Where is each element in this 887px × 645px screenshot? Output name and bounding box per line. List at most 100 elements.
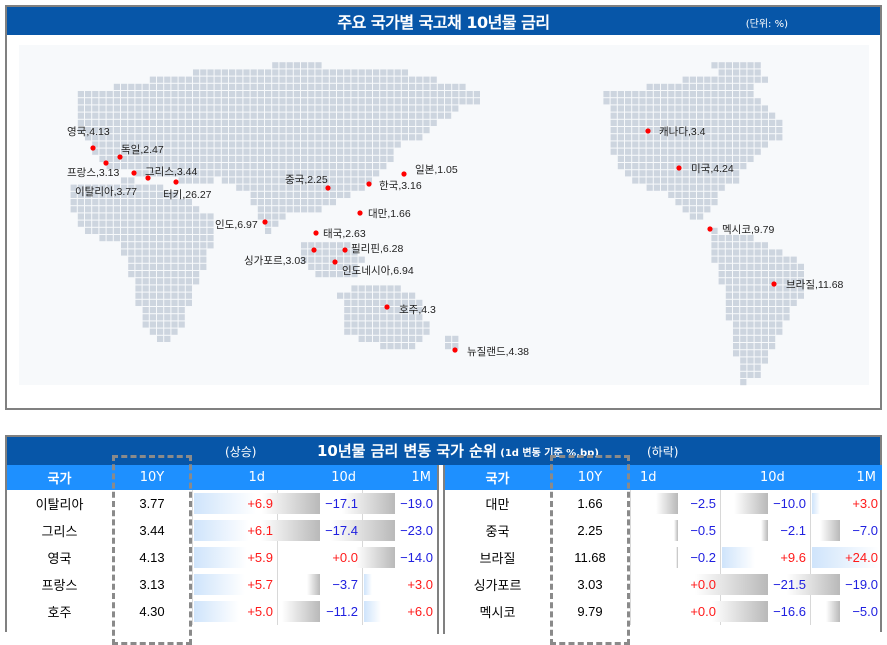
cell-divider <box>362 598 363 625</box>
negative-change-bar <box>760 520 768 541</box>
negative-change-bar <box>826 601 840 622</box>
header-country: 국가 <box>47 472 72 487</box>
change-value: −16.6 <box>773 604 806 619</box>
change-value: +5.9 <box>247 550 273 565</box>
country-name: 멕시코 <box>479 605 516 620</box>
map-title: 주요 국가별 국고채 10년물 금리 <box>337 13 550 32</box>
header-country: 국가 <box>485 472 510 487</box>
negative-change-bar <box>341 493 395 514</box>
negative-change-bar <box>711 601 768 622</box>
change-d1: +0.0 <box>630 598 720 625</box>
marker-dot <box>384 304 390 310</box>
cell-divider <box>192 517 193 544</box>
change-value: −14.0 <box>400 550 433 565</box>
positive-change-bar <box>194 520 249 541</box>
change-value: +3.0 <box>407 577 433 592</box>
marker-dot <box>325 185 331 191</box>
country-rate-label: 그리스,3.44 <box>145 166 198 178</box>
negative-change-bar <box>673 520 678 541</box>
map-panel: 주요 국가별 국고채 10년물 금리 (단위: %) 영국,4.13 독일,2.4… <box>5 5 882 410</box>
change-d10: −3.7 <box>277 571 362 598</box>
table-row: 싱가포르 3.03 +0.0 −21.5 −19.0 <box>445 571 882 598</box>
country-rate-label: 멕시코,9.79 <box>722 224 775 236</box>
world-map: 영국,4.13 독일,2.47 프랑스,3.13 이탈리아,3.77 그리스,3.44 터… <box>19 45 869 405</box>
yield-10y: 3.44 <box>139 523 165 538</box>
header-d1: 1d <box>248 470 265 485</box>
country-rate-label: 미국,4.24 <box>691 163 734 175</box>
change-value: +0.0 <box>690 604 716 619</box>
positive-change-bar <box>722 547 755 568</box>
marker-dot <box>401 171 407 177</box>
change-d10: −17.1 <box>261 490 362 517</box>
table-row: 멕시코 9.79 +0.0 −16.6 −5.0 <box>445 598 882 625</box>
cell-divider <box>810 517 811 544</box>
change-d10: −2.1 <box>720 517 810 544</box>
falling-table: 국가 10Y 1d 10d 1M 대만 1.66 −2.5 −10.0 +3.0 중국 2.25 −0.… <box>445 455 882 645</box>
change-d10: −16.6 <box>711 598 810 625</box>
country-rate-label: 싱가포르,3.03 <box>244 255 306 267</box>
marker-dot <box>332 259 338 265</box>
yield-10y: 4.30 <box>139 604 165 619</box>
header-m1: 1M <box>411 470 432 485</box>
cell-divider <box>720 544 721 571</box>
table-row: 프랑스 3.13 +5.7 −3.7 +3.0 <box>7 571 437 598</box>
yield-10y: 3.77 <box>139 496 165 511</box>
change-m1: +24.0 <box>810 544 882 571</box>
change-value: +6.9 <box>247 496 273 511</box>
table-row: 호주 4.30 +5.0 −11.2 +6.0 <box>7 598 437 625</box>
country-rate-label: 일본,1.05 <box>415 164 458 176</box>
marker-dot <box>90 145 96 151</box>
change-value: −2.5 <box>690 496 716 511</box>
yield-10y: 1.66 <box>577 496 603 511</box>
marker-dot <box>313 230 319 236</box>
marker-dot <box>707 226 713 232</box>
marker-dot <box>103 160 109 166</box>
marker-dot <box>645 128 651 134</box>
change-value: −5.0 <box>852 604 878 619</box>
table-header: 국가 10Y 1d 10d 1M <box>445 465 882 490</box>
rising-label: (상승) <box>225 445 257 459</box>
header-d1: 1d <box>640 470 657 485</box>
change-m1: −23.0 <box>330 517 437 544</box>
ranking-subtitle: (1d 변동 기준 %,bp) <box>496 448 599 459</box>
change-d1: +0.0 <box>630 571 720 598</box>
negative-change-bar <box>694 574 768 595</box>
change-d1: +6.1 <box>192 517 277 544</box>
marker-dot <box>145 175 151 181</box>
change-d1: +5.7 <box>192 571 277 598</box>
negative-change-bar <box>260 520 320 541</box>
cell-divider <box>192 544 193 571</box>
cell-divider <box>277 598 278 625</box>
change-d10: −10.0 <box>720 490 810 517</box>
positive-change-bar <box>194 601 239 622</box>
positive-change-bar <box>812 547 880 568</box>
change-value: −7.0 <box>852 523 878 538</box>
negative-change-bar <box>330 520 395 541</box>
map-unit-label: (단위: %) <box>745 19 788 30</box>
yield-10y: 2.25 <box>577 523 603 538</box>
change-value: −21.5 <box>773 577 806 592</box>
country-rate-label: 프랑스,3.13 <box>67 167 120 179</box>
header-d10: 10d <box>760 470 785 485</box>
cell-divider <box>277 544 278 571</box>
header-y10: 10Y <box>577 470 603 485</box>
change-m1: −19.0 <box>786 571 882 598</box>
country-rate-label: 브라질,11.68 <box>786 279 844 291</box>
positive-change-bar <box>812 493 821 514</box>
change-d10: −17.4 <box>260 517 362 544</box>
cell-divider <box>720 490 721 517</box>
negative-change-bar <box>355 547 395 568</box>
yield-10y: 3.13 <box>139 577 165 592</box>
ranking-title-bar: (상승) 10년물 금리 변동 국가 순위 (1d 변동 기준 %,bp) (하… <box>7 437 880 465</box>
change-d1: +6.9 <box>192 490 277 517</box>
yield-10y: 4.13 <box>139 550 165 565</box>
change-value: +9.6 <box>780 550 806 565</box>
country-rate-label: 태국,2.63 <box>323 228 366 240</box>
marker-dot <box>357 210 363 216</box>
change-m1: −5.0 <box>810 598 882 625</box>
cell-divider <box>192 571 193 598</box>
marker-dot <box>771 281 777 287</box>
cell-divider <box>630 544 631 571</box>
change-value: −0.5 <box>690 523 716 538</box>
marker-dot <box>311 247 317 253</box>
